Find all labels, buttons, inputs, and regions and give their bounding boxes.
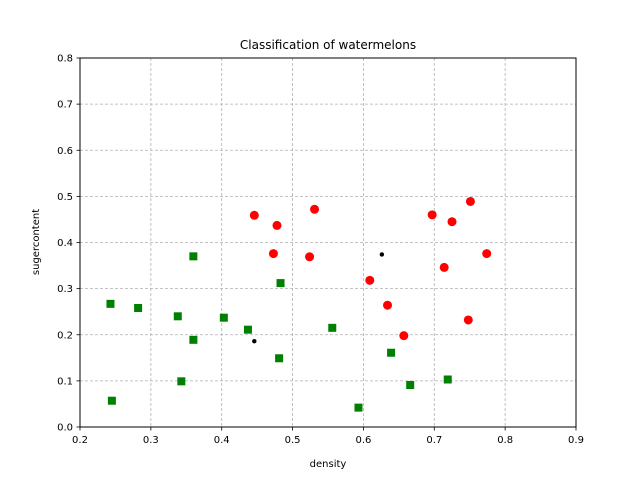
scatter-point-green [275, 354, 284, 363]
scatter-point-red [465, 196, 475, 206]
y-tick-label: 0.7 [57, 100, 73, 111]
y-tick-label: 0.6 [57, 146, 73, 157]
y-tick-label: 0.2 [57, 330, 73, 341]
x-tick-label: 0.5 [285, 435, 301, 446]
y-axis-ticks: 0.0 0.1 0.2 0.3 0.4 0.5 0.6 0.7 0.8 [57, 54, 80, 434]
scatter-point-green [189, 252, 198, 261]
scatter-point-red [310, 204, 320, 214]
y-tick-label: 0.5 [57, 192, 73, 203]
scatter-point-red [268, 249, 278, 259]
scatter-point-green [106, 299, 115, 308]
scatter-point-green [173, 312, 182, 321]
chart-title: Classification of watermelons [240, 38, 416, 52]
grid-lines [79, 57, 577, 428]
scatter-point-green [406, 381, 415, 390]
scatter-point-red [447, 217, 457, 227]
scatter-point-red [305, 252, 315, 262]
x-tick-label: 0.6 [355, 435, 371, 446]
x-tick-label: 0.9 [568, 435, 584, 446]
x-tick-label: 0.4 [214, 435, 230, 446]
x-tick-label: 0.2 [72, 435, 88, 446]
data-points [106, 196, 492, 412]
scatter-point-red [249, 210, 259, 220]
y-tick-label: 0.1 [57, 376, 73, 387]
y-tick-label: 0.3 [57, 284, 73, 295]
scatter-point-black [252, 339, 257, 344]
scatter-point-red [399, 331, 409, 341]
scatter-point-red [383, 300, 393, 310]
scatter-point-green [387, 348, 396, 357]
scatter-point-red [463, 315, 473, 325]
scatter-point-red [365, 275, 375, 285]
scatter-point-red [439, 262, 449, 272]
scatter-point-green [107, 396, 116, 405]
y-tick-label: 0.4 [57, 238, 73, 249]
x-tick-label: 0.3 [143, 435, 159, 446]
scatter-point-green [243, 325, 252, 334]
scatter-point-green [219, 313, 228, 322]
scatter-point-red [427, 210, 437, 220]
scatter-point-red [272, 220, 282, 230]
scatter-point-black [379, 252, 385, 257]
y-axis-label: sugercontent [31, 209, 42, 275]
scatter-point-green [134, 303, 143, 312]
scatter-point-green [276, 279, 285, 288]
y-tick-label: 0.0 [57, 423, 73, 434]
scatter-point-green [177, 377, 186, 386]
scatter-point-green [354, 403, 363, 412]
scatter-point-green [443, 375, 452, 384]
y-tick-label: 0.8 [57, 54, 73, 65]
x-axis-ticks: 0.2 0.3 0.4 0.5 0.6 0.7 0.8 0.9 [72, 427, 584, 446]
x-axis-label: density [310, 459, 347, 470]
scatter-point-green [189, 335, 198, 344]
scatter-point-green [328, 323, 337, 332]
x-tick-label: 0.7 [426, 435, 442, 446]
x-tick-label: 0.8 [497, 435, 513, 446]
scatter-point-red [482, 249, 492, 259]
